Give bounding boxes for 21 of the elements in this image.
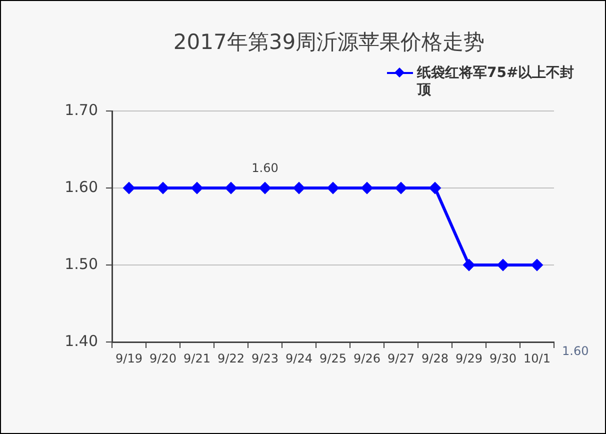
text: 1.60 <box>562 344 589 358</box>
x-tick-label: 9/23 <box>252 351 278 366</box>
x-tick-label: 9/25 <box>320 351 346 366</box>
x-tick-label: 9/30 <box>490 351 516 366</box>
annotation: 1.60 <box>252 161 278 176</box>
y-tick-label: 1.40 <box>64 332 98 350</box>
x-tick-label: 9/24 <box>286 351 312 366</box>
x-tick-label: 9/19 <box>116 351 142 366</box>
x-tick-label: 9/26 <box>354 351 380 366</box>
chart-title: 2017年第39周沂源苹果价格走势 <box>172 29 486 55</box>
x-tick-label: 10/1 <box>524 351 550 366</box>
x-tick-label: 9/22 <box>218 351 244 366</box>
y-tick-label: 1.60 <box>64 178 98 196</box>
x-tick-label: 9/21 <box>184 351 210 366</box>
x-tick-label: 9/27 <box>388 351 414 366</box>
x-tick-label: 9/29 <box>456 351 482 366</box>
x-tick-label: 9/28 <box>422 351 448 366</box>
y-tick-label: 1.50 <box>64 254 98 273</box>
y-tick-label: 1.70 <box>64 100 98 119</box>
x-tick-label: 9/20 <box>150 351 176 366</box>
legend-label: 纸袋红将军75#以上不封顶 <box>417 65 576 99</box>
